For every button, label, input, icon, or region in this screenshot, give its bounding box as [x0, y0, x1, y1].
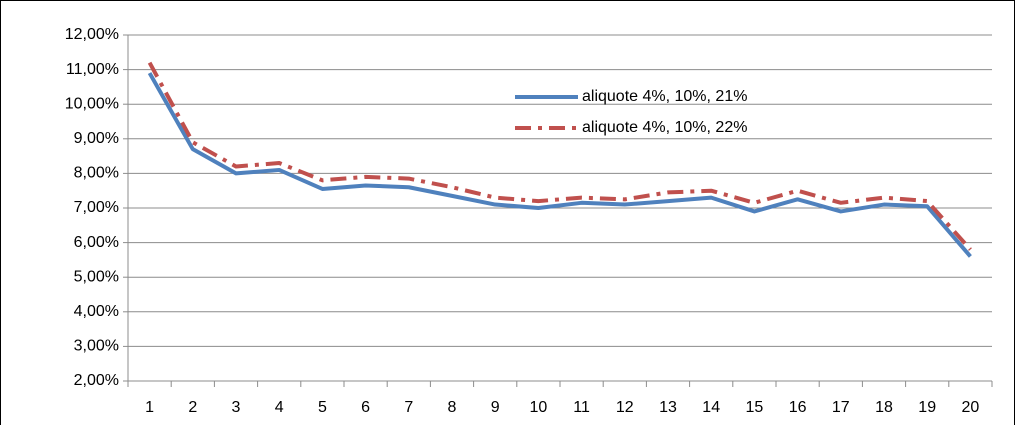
y-tick-label: 3,00% [74, 338, 119, 355]
series-line [147, 61, 972, 251]
x-tick-label: 8 [448, 399, 457, 416]
x-tick-label: 20 [962, 399, 980, 416]
x-tick-label: 16 [789, 399, 807, 416]
y-tick-label: 2,00% [74, 372, 119, 389]
x-tick-label: 19 [918, 399, 936, 416]
x-tick-label: 5 [318, 399, 327, 416]
x-tick-label: 3 [232, 399, 241, 416]
y-tick-label: 9,00% [74, 130, 119, 147]
x-tick-label: 18 [875, 399, 893, 416]
y-tick-label: 10,00% [65, 95, 119, 112]
x-tick-label: 13 [659, 399, 677, 416]
y-tick-label: 11,00% [66, 61, 119, 78]
y-tick-label: 4,00% [74, 303, 119, 320]
x-tick-label: 12 [616, 399, 634, 416]
y-tick-label: 8,00% [74, 165, 119, 182]
x-tick-label: 14 [702, 399, 720, 416]
x-tick-label: 9 [491, 399, 500, 416]
x-tick-label: 4 [275, 399, 284, 416]
legend-label: aliquote 4%, 10%, 21% [582, 88, 747, 105]
x-tick-label: 1 [145, 399, 154, 416]
x-tick-label: 17 [832, 399, 850, 416]
x-tick-label: 2 [188, 399, 197, 416]
x-tick-label: 6 [361, 399, 370, 416]
x-tick-label: 10 [530, 399, 548, 416]
x-tick-label: 15 [746, 399, 764, 416]
series-line [147, 72, 972, 258]
x-tick-label: 11 [573, 399, 590, 416]
y-tick-label: 12,00% [65, 26, 119, 43]
x-tick-label: 7 [404, 399, 413, 416]
y-tick-label: 6,00% [74, 234, 119, 251]
y-tick-label: 5,00% [74, 268, 119, 285]
y-tick-label: 7,00% [74, 199, 119, 216]
legend-label: aliquote 4%, 10%, 22% [582, 119, 747, 136]
